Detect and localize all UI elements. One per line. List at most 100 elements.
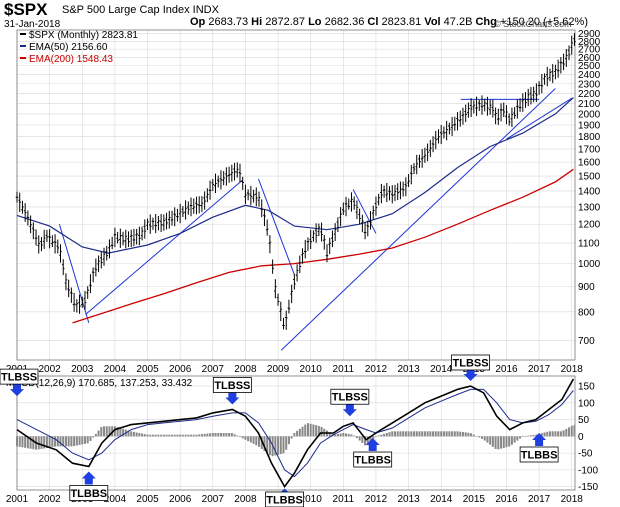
histogram-bar xyxy=(21,436,24,448)
annotation-label: TLBBS xyxy=(354,455,391,467)
histogram-bar xyxy=(385,433,388,437)
price-bars xyxy=(15,33,576,330)
histogram-bar xyxy=(29,436,32,449)
histogram-bar xyxy=(105,426,108,437)
histogram-bar xyxy=(336,433,339,437)
low-label: Lo xyxy=(308,16,322,28)
macd-x-tick-label: 2007 xyxy=(202,494,225,505)
histogram-bar xyxy=(89,436,92,441)
histogram-bar xyxy=(448,431,451,437)
annotation-box xyxy=(0,368,39,385)
price-y-tick-label: 2400 xyxy=(578,70,601,81)
histogram-bar xyxy=(266,436,269,454)
histogram-bar xyxy=(192,434,195,437)
histogram-bar xyxy=(374,436,377,437)
histogram-bar xyxy=(407,431,410,437)
histogram-bar xyxy=(176,434,179,437)
histogram-bar xyxy=(481,436,483,439)
annotation-label: TLBSS xyxy=(332,392,368,404)
histogram-bar xyxy=(453,431,456,437)
histogram-bar xyxy=(100,426,103,437)
change-label: Chg xyxy=(475,16,497,28)
histogram-bar xyxy=(306,423,309,437)
histogram-bar xyxy=(519,436,522,439)
histogram-bar xyxy=(285,436,288,450)
histogram-bar xyxy=(179,434,182,437)
price-y-tick-label: 1600 xyxy=(578,158,601,169)
histogram-bar xyxy=(230,433,233,437)
histogram-bar xyxy=(143,434,146,437)
annotation-box xyxy=(265,491,304,507)
annotation-box xyxy=(353,451,393,468)
histogram-bar xyxy=(440,431,443,437)
histogram-bar xyxy=(421,431,424,437)
macd-x-tick-label: 2010 xyxy=(300,494,323,505)
histogram-bar xyxy=(532,434,535,437)
histogram-bar xyxy=(491,436,494,447)
histogram-bar xyxy=(529,435,532,437)
macd-y-tick-label: -50 xyxy=(578,449,593,460)
histogram-bar xyxy=(32,436,35,450)
up-arrow-icon xyxy=(365,438,380,452)
macd-x-tick-label: 2008 xyxy=(234,494,257,505)
signal-annotation: TLBSS xyxy=(0,368,39,397)
macd-panel: -150 -100 -50 0 50 100 150 2001 2002 2003 2004 2005… xyxy=(0,354,598,507)
histogram-bar xyxy=(304,424,307,437)
legend-macd-label: MACD(12,26,9) 170.685, 137.253, 33.432 xyxy=(6,378,193,389)
histogram-bar xyxy=(37,436,40,450)
histogram-bar xyxy=(543,432,546,437)
histogram-bar xyxy=(540,433,543,437)
signal-annotation: TLBSS xyxy=(330,388,370,417)
histogram-bar xyxy=(353,435,356,437)
price-y-tick-label: 1400 xyxy=(578,186,601,197)
histogram-bar xyxy=(489,436,492,445)
macd-histogram xyxy=(16,423,576,457)
histogram-bar xyxy=(260,436,263,449)
histogram-bar xyxy=(399,431,402,437)
high-value: 2872.87 xyxy=(265,16,305,28)
price-x-tick-label: 2007 xyxy=(202,364,225,375)
macd-y-tick-label: 0 xyxy=(578,432,584,443)
up-arrow-icon xyxy=(532,433,547,446)
histogram-bar xyxy=(339,433,342,437)
histogram-bar xyxy=(478,436,481,438)
histogram-bar xyxy=(456,431,459,437)
histogram-bar xyxy=(190,434,193,437)
histogram-bar xyxy=(16,436,18,447)
histogram-bar xyxy=(209,433,212,437)
signal-annotation: TLBBS xyxy=(519,433,559,463)
histogram-bar xyxy=(94,433,97,437)
histogram-bar xyxy=(26,436,29,449)
histogram-bar xyxy=(203,433,206,437)
histogram-bar xyxy=(43,436,46,449)
up-arrow-icon xyxy=(81,471,96,485)
histogram-bar xyxy=(198,434,201,437)
trendline xyxy=(85,180,243,315)
histogram-bar xyxy=(396,431,399,437)
histogram-bar xyxy=(241,436,244,439)
histogram-bar xyxy=(342,433,345,437)
annotation-label: TLBSS xyxy=(214,380,250,392)
trendline xyxy=(280,88,556,351)
histogram-bar xyxy=(217,433,220,437)
histogram-bar xyxy=(48,436,51,448)
trendline xyxy=(258,178,295,275)
histogram-bar xyxy=(461,432,464,437)
histogram-bar xyxy=(345,433,348,437)
price-y-tick-label: 700 xyxy=(578,336,595,347)
price-x-tick-label: 2003 xyxy=(71,364,94,375)
histogram-bar xyxy=(171,434,173,437)
histogram-bar xyxy=(157,434,160,437)
price-x-tick-label: 2002 xyxy=(39,364,62,375)
histogram-bar xyxy=(116,427,119,437)
histogram-bar xyxy=(432,431,435,437)
price-y-tick-label: 900 xyxy=(578,282,595,293)
histogram-bar xyxy=(317,425,320,437)
histogram-bar xyxy=(86,436,89,444)
price-x-tick-label: 2018 xyxy=(561,364,584,375)
histogram-bar xyxy=(513,436,516,443)
price-y-tick-label: 1100 xyxy=(578,239,600,250)
price-y-tick-label: 2200 xyxy=(578,89,601,100)
histogram-bar xyxy=(470,433,473,437)
high-label: Hi xyxy=(251,16,263,28)
